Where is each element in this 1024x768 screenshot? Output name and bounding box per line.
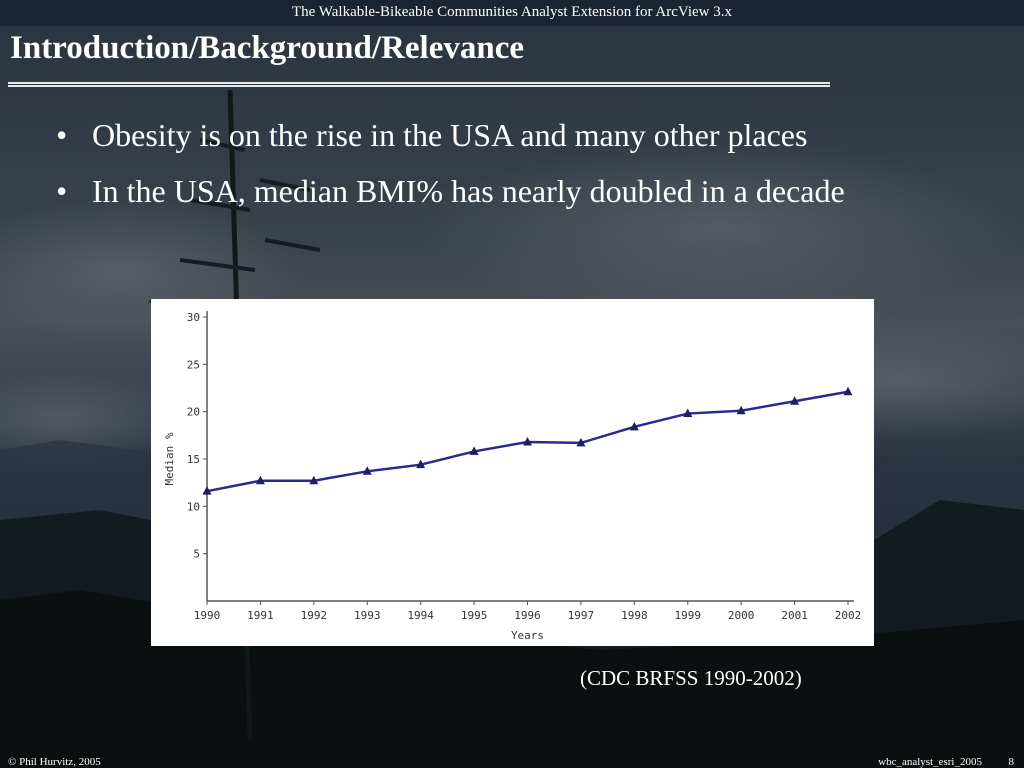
x-tick-label: 1998 — [621, 609, 648, 622]
data-point-marker — [629, 421, 639, 431]
presentation-header-bar: The Walkable-Bikeable Communities Analys… — [0, 0, 1024, 26]
x-tick-label: 1991 — [247, 609, 274, 622]
data-point-marker — [416, 459, 426, 469]
slide-title: Introduction/Background/Relevance — [10, 30, 524, 66]
source-caption: (CDC BRFSS 1990-2002) — [580, 666, 802, 690]
y-tick-label: 30 — [187, 311, 200, 324]
x-tick-label: 2002 — [835, 609, 862, 622]
data-point-marker — [469, 446, 479, 455]
data-point-marker — [523, 436, 532, 446]
x-tick-label: 1995 — [461, 609, 488, 622]
x-tick-label: 1997 — [568, 609, 595, 622]
footer-file-name: wbc_analyst_esri_2005 — [878, 756, 982, 768]
x-tick-label: 1992 — [301, 609, 328, 622]
y-axis-title: Median % — [163, 432, 176, 485]
bullet-dot-icon: • — [56, 117, 68, 153]
bullet-item: • Obesity is on the rise in the USA and … — [56, 112, 1006, 158]
chart-canvas: 5 10 15 20 25 30 1990 1991 1992 1993 1994 1995 1996 1… — [163, 311, 862, 642]
x-tick-label: 1999 — [675, 609, 702, 622]
x-tick-label: 2001 — [781, 609, 808, 622]
data-point-marker — [255, 475, 265, 485]
data-point-marker — [683, 408, 693, 418]
data-point-marker — [309, 475, 319, 485]
data-point-marker — [790, 396, 800, 405]
bullet-text: Obesity is on the rise in the USA and ma… — [92, 117, 808, 153]
x-tick-label: 1993 — [354, 609, 381, 622]
x-axis-title: Years — [511, 629, 544, 642]
y-tick-label: 25 — [187, 358, 200, 371]
data-point-marker — [843, 386, 853, 396]
bullet-dot-icon: • — [56, 173, 68, 209]
data-point-marker — [576, 437, 586, 447]
bmi-line-chart: 5 10 15 20 25 30 1990 1991 1992 1993 1994 1995 1996 1… — [151, 299, 874, 646]
data-point-marker — [362, 466, 372, 475]
bullet-item: • In the USA, median BMI% has nearly dou… — [56, 168, 1006, 214]
y-tick-label: 10 — [187, 500, 200, 513]
y-tick-label: 15 — [187, 453, 200, 466]
x-tick-label: 2000 — [728, 609, 755, 622]
data-point-marker — [202, 486, 212, 495]
bullet-text: In the USA, median BMI% has nearly doubl… — [92, 173, 845, 209]
title-divider — [8, 82, 830, 87]
data-point-marker — [736, 405, 746, 415]
x-tick-label: 1994 — [407, 609, 434, 622]
y-tick-label: 5 — [193, 548, 200, 561]
x-tick-label: 1990 — [194, 609, 221, 622]
bullet-list: • Obesity is on the rise in the USA and … — [56, 112, 1006, 224]
y-tick-label: 20 — [187, 406, 200, 419]
presentation-title: The Walkable-Bikeable Communities Analys… — [291, 4, 733, 20]
footer-page-number: 8 — [1008, 756, 1015, 768]
footer-copyright: © Phil Hurvitz, 2005 — [8, 756, 101, 768]
x-tick-label: 1996 — [514, 609, 541, 622]
